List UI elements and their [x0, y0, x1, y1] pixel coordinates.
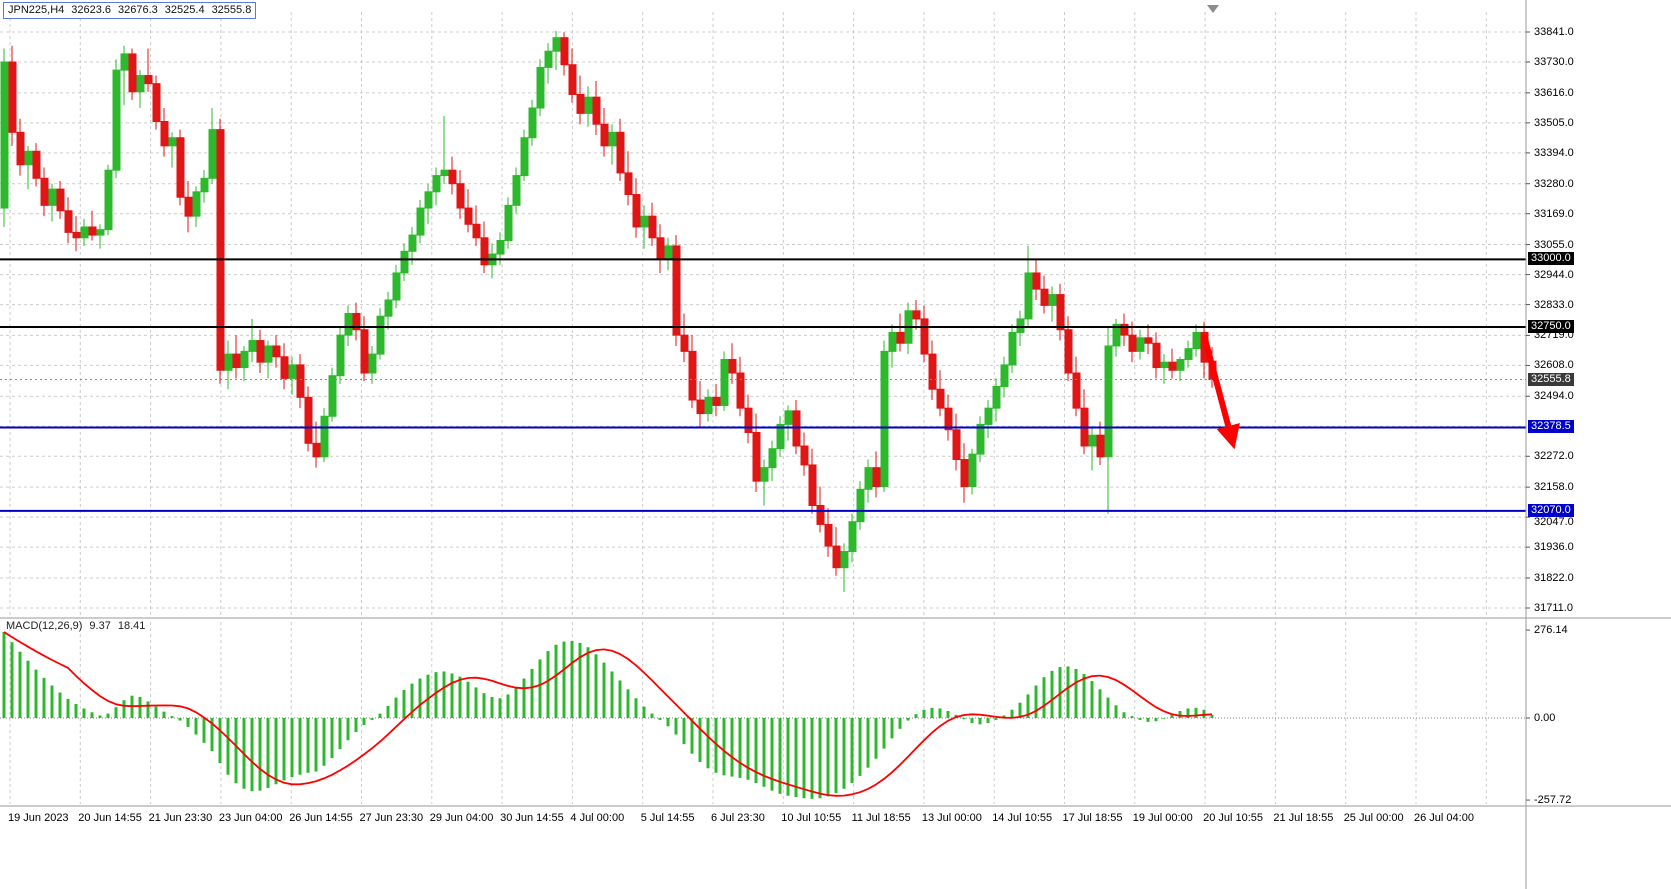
ohlc-close: 32555.8 — [211, 4, 252, 16]
macd-panel — [0, 631, 1526, 799]
ohlc-low: 32525.4 — [164, 4, 205, 16]
time-tick-label: 19 Jun 2023 — [8, 812, 69, 824]
macd-axis-label: 0.00 — [1534, 712, 1556, 724]
price-tick-label: 32494.0 — [1534, 390, 1574, 403]
price-tick-label: 31711.0 — [1534, 601, 1573, 614]
price-tick-label: 32158.0 — [1534, 481, 1574, 494]
time-tick-label: 26 Jul 04:00 — [1414, 812, 1474, 824]
time-tick-label: 4 Jul 00:00 — [570, 812, 625, 824]
current-price-badge: 32555.8 — [1528, 372, 1574, 386]
time-tick-label: 29 Jun 04:00 — [429, 812, 494, 824]
chart-shift-marker[interactable] — [1207, 5, 1219, 13]
time-tick-label: 21 Jul 18:55 — [1273, 812, 1334, 824]
time-tick-label: 25 Jul 00:00 — [1343, 812, 1404, 824]
price-tick-label: 33841.0 — [1534, 26, 1574, 38]
time-tick-label: 26 Jun 14:55 — [289, 812, 353, 824]
time-tick-label: 27 Jun 23:30 — [359, 812, 424, 824]
candles — [0, 30, 1217, 593]
price-level-badge: 32070.0 — [1528, 503, 1574, 517]
time-tick-label: 30 Jun 14:55 — [500, 812, 564, 824]
price-tick-label: 32944.0 — [1534, 268, 1574, 281]
price-axis[interactable]: 33841.0 33730.0 33616.0 33505.0 33394.0 33280… — [1527, 0, 1671, 889]
time-tick-label: 13 Jul 00:00 — [921, 812, 982, 824]
price-tick-label: 32272.0 — [1534, 450, 1574, 463]
price-tick-label: 32047.0 — [1534, 516, 1574, 529]
time-tick-label: 23 Jun 04:00 — [218, 812, 283, 824]
time-axis[interactable]: 19 Jun 2023 20 Jun 14:55 21 Jun 23:30 23 Ju… — [0, 807, 1527, 837]
price-tick-label: 33730.0 — [1534, 56, 1574, 69]
time-tick-label: 17 Jul 18:55 — [1062, 812, 1123, 824]
macd-signal-line — [3, 631, 1213, 797]
ohlc-high: 32676.3 — [118, 4, 158, 16]
time-tick-label: 19 Jul 00:00 — [1132, 812, 1193, 824]
price-tick-label: 31936.0 — [1534, 541, 1574, 554]
price-tick-label: 32608.0 — [1534, 359, 1574, 372]
price-tick-label: 32833.0 — [1534, 298, 1574, 311]
time-tick-label: 20 Jun 14:55 — [78, 812, 142, 824]
price-tick-label: 33169.0 — [1534, 207, 1574, 220]
grid-lines — [0, 12, 1526, 804]
price-tick-label: 33616.0 — [1534, 86, 1574, 99]
time-tick-label: 20 Jul 10:55 — [1203, 812, 1264, 824]
price-level-badge: 32378.5 — [1528, 420, 1574, 434]
macd-main-value: 9.37 — [89, 620, 111, 632]
price-level-badge: 33000.0 — [1528, 252, 1574, 266]
price-tick-label: 33055.0 — [1534, 238, 1574, 251]
macd-signal-value: 18.41 — [117, 620, 146, 632]
axis-tick-marks — [1526, 31, 1530, 801]
price-tick-label: 33280.0 — [1534, 177, 1574, 190]
sell-arrow[interactable] — [1201, 334, 1240, 450]
symbol-timeframe: JPN225,H4 — [8, 4, 65, 16]
macd-name: MACD(12,26,9) — [6, 620, 83, 632]
time-tick-label: 5 Jul 14:55 — [640, 812, 695, 824]
macd-axis-label: 276.14 — [1534, 624, 1568, 637]
time-tick-label: 21 Jun 23:30 — [148, 812, 213, 824]
price-tick-label: 33394.0 — [1534, 146, 1574, 159]
price-level-badge: 32750.0 — [1528, 320, 1574, 334]
macd-indicator-label: MACD(12,26,9) 9.37 18.41 — [6, 620, 145, 633]
time-tick-label: 6 Jul 23:30 — [711, 812, 765, 824]
price-tick-label: 33505.0 — [1534, 116, 1574, 129]
price-tick-label: 31822.0 — [1534, 571, 1574, 584]
ohlc-open: 32623.6 — [71, 4, 112, 16]
time-tick-label: 14 Jul 10:55 — [992, 812, 1053, 824]
macd-axis-label: -257.72 — [1534, 794, 1572, 807]
time-tick-label: 11 Jul 18:55 — [851, 812, 911, 824]
time-tick-label: 10 Jul 10:55 — [781, 812, 842, 824]
chart-title: JPN225,H4 32623.6 32676.3 32525.4 32555.… — [3, 2, 257, 19]
